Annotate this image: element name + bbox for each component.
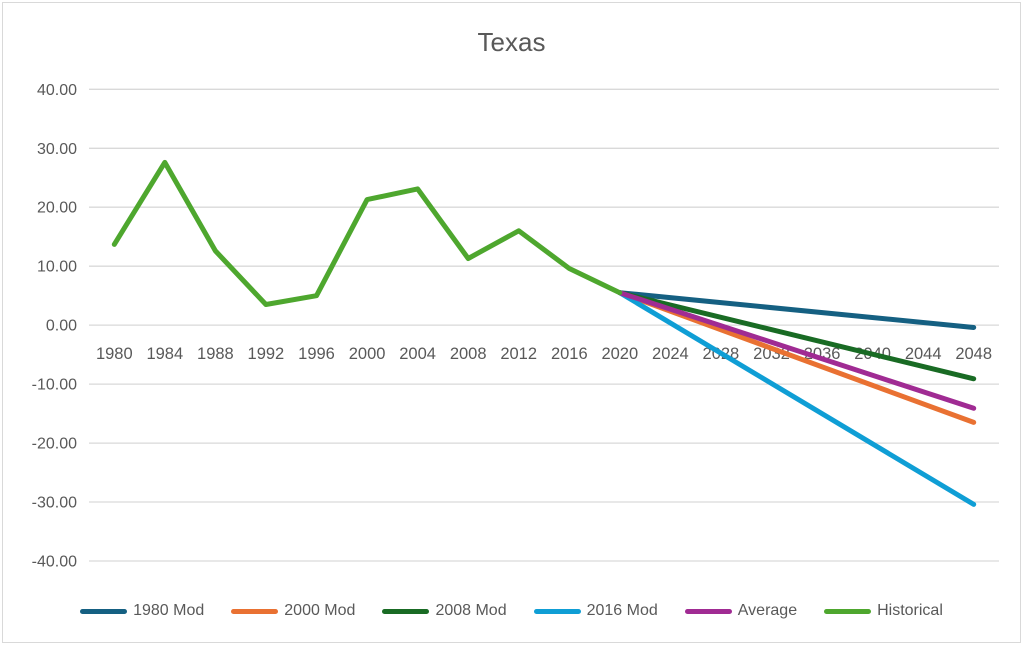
y-tick-label: 20.00 bbox=[37, 200, 77, 217]
series-line-historical bbox=[111, 159, 623, 307]
gridlines bbox=[89, 88, 999, 562]
x-tick-label: 2024 bbox=[652, 345, 689, 363]
x-tick-label: 2036 bbox=[804, 345, 841, 363]
x-tick-label: 2048 bbox=[955, 345, 992, 363]
legend-item-1980-mod: 1980 Mod bbox=[80, 602, 204, 620]
x-tick-label: 2012 bbox=[500, 345, 537, 363]
chart-title: Texas bbox=[477, 27, 546, 57]
legend-item-historical: Historical bbox=[824, 602, 943, 620]
legend-label: 2008 Mod bbox=[435, 602, 507, 619]
y-tick-label: 40.00 bbox=[37, 82, 77, 99]
series-lines bbox=[111, 159, 977, 507]
y-axis-labels: 40.00 30.00 20.00 10.00 0.00 -10.00 -20.00 -30.… bbox=[32, 82, 77, 571]
legend-label: Average bbox=[737, 602, 798, 619]
legend-line-marker-icon bbox=[533, 608, 581, 614]
x-tick-label: 1980 bbox=[96, 345, 133, 363]
x-tick-label: 2016 bbox=[551, 345, 588, 363]
y-tick-label: 30.00 bbox=[37, 141, 77, 158]
legend-label: 2016 Mod bbox=[586, 602, 658, 619]
y-tick-label: -40.00 bbox=[32, 554, 77, 571]
legend-line-marker-icon bbox=[382, 608, 430, 614]
legend-item-2016-mod: 2016 Mod bbox=[533, 602, 658, 620]
y-tick-label: -30.00 bbox=[32, 495, 77, 512]
y-tick-label: -20.00 bbox=[32, 436, 77, 453]
legend-line-marker-icon bbox=[231, 608, 279, 614]
x-tick-label: 1988 bbox=[197, 345, 234, 363]
x-tick-label: 2020 bbox=[601, 345, 638, 363]
x-tick-label: 1984 bbox=[146, 345, 183, 363]
legend-item-2000-mod: 2000 Mod bbox=[231, 602, 355, 620]
legend-line-marker-icon bbox=[684, 608, 732, 614]
legend-line-marker-icon bbox=[824, 608, 872, 614]
series-line-2008-mod bbox=[617, 290, 977, 382]
x-tick-label: 1996 bbox=[298, 345, 335, 363]
legend: 1980 Mod 2000 Mod 2008 Mod 2016 Mod Average H… bbox=[3, 602, 1020, 620]
x-tick-label: 2004 bbox=[399, 345, 436, 363]
x-axis-labels: 1980 1984 1988 1992 1996 2000 2004 2008 2012 2016… bbox=[96, 345, 992, 363]
plot-area: 40.00 30.00 20.00 10.00 0.00 -10.00 -20.00 -30.… bbox=[32, 82, 999, 571]
series-line-2016-mod bbox=[617, 290, 977, 507]
legend-label: Historical bbox=[877, 602, 943, 619]
x-tick-label: 1992 bbox=[248, 345, 285, 363]
y-tick-label: -10.00 bbox=[32, 377, 77, 394]
legend-label: 2000 Mod bbox=[284, 602, 356, 619]
y-tick-label: 0.00 bbox=[46, 318, 77, 335]
legend-line-marker-icon bbox=[80, 608, 128, 614]
legend-item-average: Average bbox=[684, 602, 798, 620]
y-tick-label: 10.00 bbox=[37, 259, 77, 276]
series-line-1980-mod bbox=[617, 290, 977, 330]
legend-label: 1980 Mod bbox=[133, 602, 205, 619]
legend-item-2008-mod: 2008 Mod bbox=[382, 602, 507, 620]
series-line-average bbox=[617, 290, 977, 411]
x-tick-label: 2000 bbox=[349, 345, 386, 363]
x-tick-label: 2008 bbox=[450, 345, 487, 363]
x-tick-label: 2044 bbox=[905, 345, 942, 363]
